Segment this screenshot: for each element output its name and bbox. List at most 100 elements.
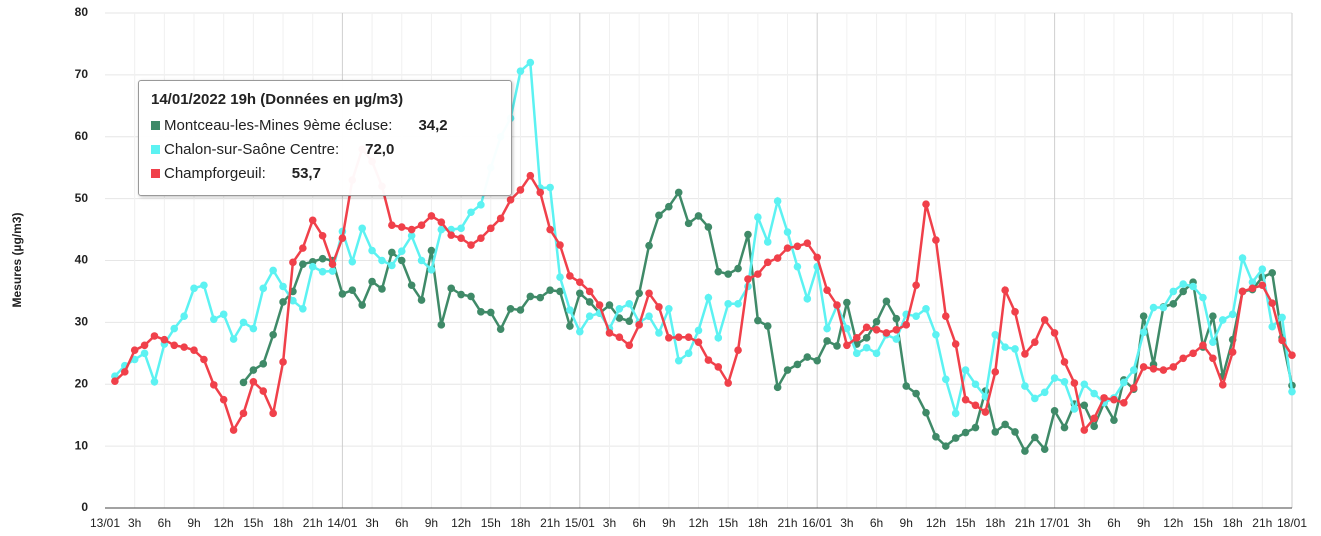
data-point <box>1248 284 1257 293</box>
data-point <box>932 236 940 244</box>
data-point <box>665 334 673 342</box>
data-point <box>763 258 772 267</box>
data-point <box>932 330 940 339</box>
data-point <box>1129 384 1138 392</box>
data-point <box>971 423 980 432</box>
data-point <box>437 218 446 226</box>
data-point <box>1179 280 1187 288</box>
y-tick-label: 60 <box>75 129 89 143</box>
data-point <box>932 433 940 441</box>
data-point <box>813 356 821 365</box>
data-point <box>259 360 268 368</box>
data-point <box>1060 423 1069 432</box>
data-point <box>941 375 950 384</box>
data-point <box>1110 395 1118 404</box>
data-point <box>605 301 614 309</box>
data-point <box>754 213 762 221</box>
data-point <box>1238 254 1247 262</box>
data-point <box>556 287 564 296</box>
data-point <box>694 326 703 335</box>
data-point <box>1090 389 1098 398</box>
data-point <box>922 304 930 313</box>
data-point <box>170 341 179 350</box>
data-point <box>1288 387 1296 396</box>
data-point <box>793 242 802 251</box>
data-point <box>388 248 396 257</box>
data-point <box>882 297 891 306</box>
data-point <box>872 349 881 358</box>
data-point <box>318 231 327 240</box>
data-point <box>763 238 772 246</box>
data-point <box>585 298 594 306</box>
x-tick-label: 9h <box>425 516 438 530</box>
data-point <box>981 408 990 416</box>
data-point <box>477 308 485 316</box>
data-point <box>803 353 812 361</box>
data-point <box>941 442 950 450</box>
data-point <box>526 171 535 180</box>
data-point <box>1031 433 1039 442</box>
tooltip-name: Chalon-sur-Saône Centre <box>164 141 335 158</box>
data-point <box>734 346 742 355</box>
data-point <box>941 312 950 320</box>
data-point <box>506 304 515 313</box>
data-point <box>249 377 258 386</box>
data-point <box>1139 312 1148 320</box>
data-point <box>1070 405 1079 413</box>
data-point <box>1060 358 1069 366</box>
y-tick-label: 70 <box>75 67 89 81</box>
data-point <box>615 304 624 313</box>
data-point <box>773 254 782 262</box>
data-point <box>1268 269 1277 277</box>
data-point <box>635 321 643 329</box>
data-point <box>823 324 831 333</box>
data-point <box>951 340 960 348</box>
x-tick-label: 6h <box>870 516 883 530</box>
data-point <box>1258 265 1267 273</box>
data-point <box>496 214 505 223</box>
data-point <box>1011 428 1019 436</box>
data-point <box>1179 354 1187 363</box>
data-point <box>249 324 258 333</box>
x-tick-label: 15h <box>481 516 501 530</box>
data-point <box>111 377 119 385</box>
data-point <box>754 316 762 325</box>
data-point <box>556 273 564 282</box>
data-point <box>912 312 920 320</box>
data-point <box>516 306 525 314</box>
y-tick-label: 30 <box>75 315 89 329</box>
data-point <box>1031 338 1039 346</box>
data-point <box>308 216 317 225</box>
data-point <box>585 287 594 296</box>
data-point <box>645 241 653 250</box>
data-point <box>1228 348 1237 356</box>
data-point <box>190 284 198 293</box>
data-point <box>615 314 624 322</box>
data-point <box>1021 447 1029 455</box>
x-tick-label: 21h <box>1252 516 1272 530</box>
data-point <box>1278 313 1286 322</box>
data-point <box>457 234 465 243</box>
data-point <box>219 310 228 319</box>
data-point <box>1189 349 1197 358</box>
tooltip: 14/01/2022 19h (Données en µg/m3) Montce… <box>138 80 512 196</box>
data-point <box>576 327 584 336</box>
data-point <box>546 183 554 192</box>
data-point <box>328 260 337 269</box>
data-point <box>803 239 812 247</box>
tooltip-row: Chalon-sur-Saône Centre: 72,0 <box>151 138 499 162</box>
data-point <box>1060 377 1069 386</box>
data-point <box>299 260 307 269</box>
data-point <box>843 341 851 350</box>
data-point <box>961 428 970 437</box>
data-point <box>991 428 1000 436</box>
data-point <box>239 318 248 327</box>
data-point <box>585 312 594 320</box>
data-point <box>1169 287 1178 296</box>
data-point <box>358 301 366 309</box>
data-point <box>338 290 347 298</box>
data-point <box>833 342 841 350</box>
data-point <box>160 335 169 344</box>
